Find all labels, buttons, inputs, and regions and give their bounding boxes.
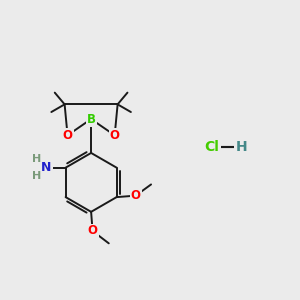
Text: O: O xyxy=(131,189,141,202)
Text: H: H xyxy=(236,140,247,154)
Text: N: N xyxy=(41,161,52,174)
Text: B: B xyxy=(87,112,96,126)
Text: Cl: Cl xyxy=(204,140,219,154)
Text: O: O xyxy=(63,129,73,142)
Text: H: H xyxy=(32,171,41,181)
Text: O: O xyxy=(110,129,120,142)
Text: O: O xyxy=(88,224,98,238)
Text: H: H xyxy=(32,154,41,164)
